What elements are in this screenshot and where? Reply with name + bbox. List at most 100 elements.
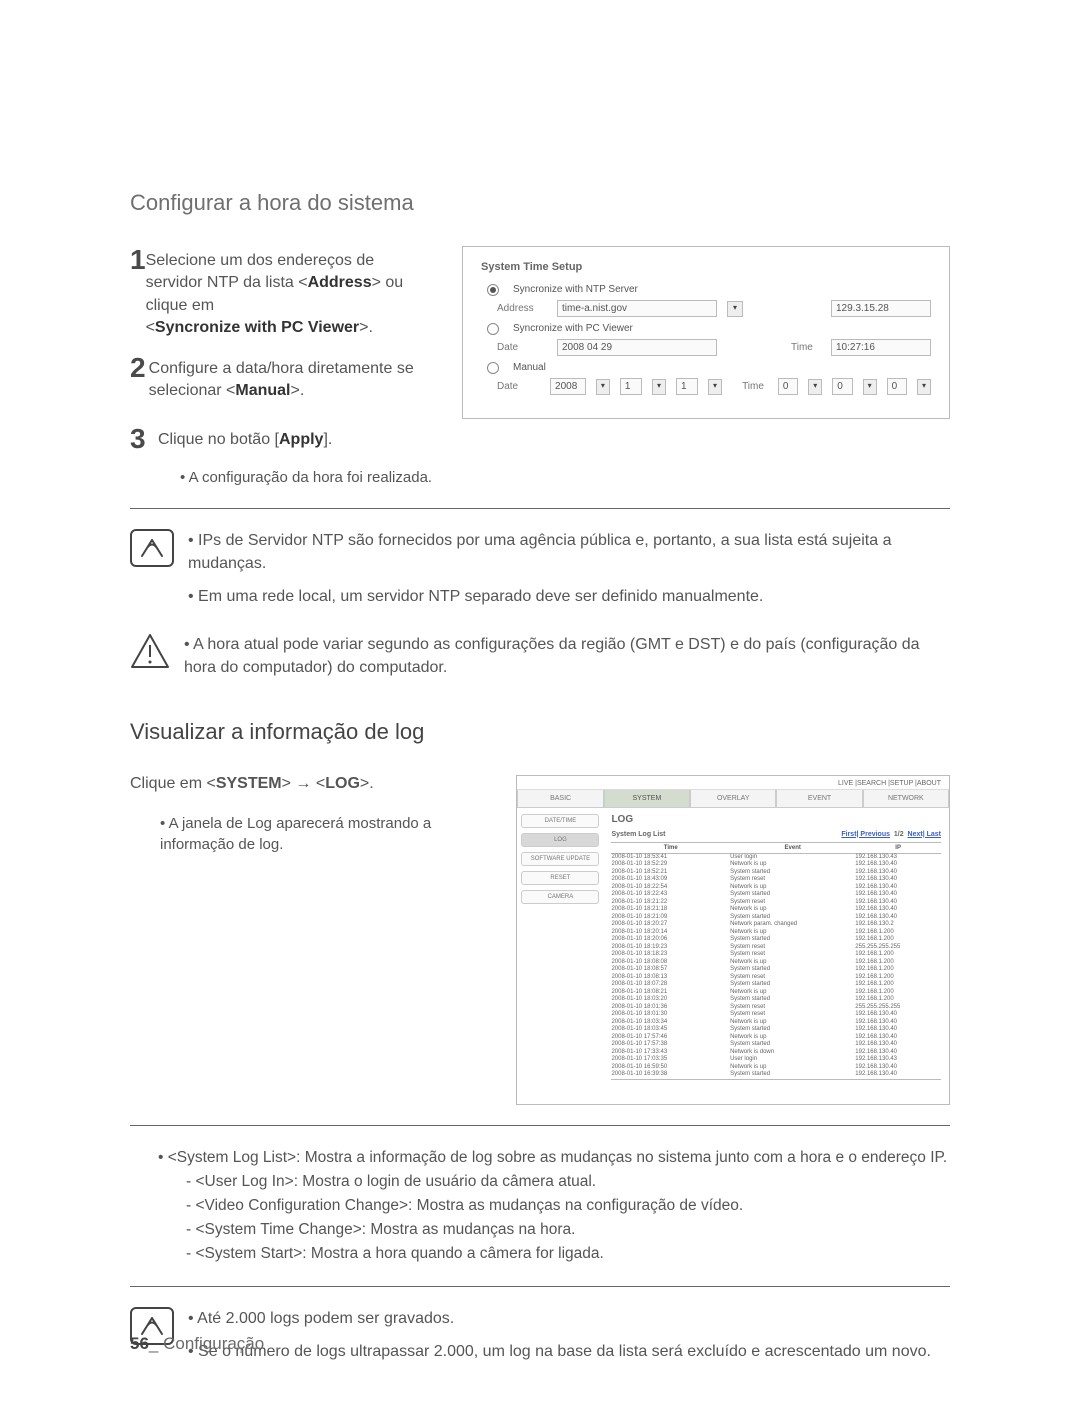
manual-year[interactable]: 2008 — [550, 378, 586, 395]
note-2-body: Até 2.000 logs podem ser gravados. Se o … — [188, 1307, 931, 1373]
log-row: 2008-01-10 17:33:43Network is down192.16… — [611, 1049, 941, 1057]
th-ip: IP — [855, 845, 941, 851]
log-row: 2008-01-10 18:22:54Network is up192.168.… — [611, 884, 941, 892]
log-row: 2008-01-10 18:03:20System started192.168… — [611, 996, 941, 1004]
log-table: Time Event IP 2008-01-10 18:53:41User lo… — [611, 842, 941, 1080]
section-title: Configurar a hora do sistema — [130, 190, 950, 216]
separator — [130, 508, 950, 509]
log-sidebar: DATE/TIME LOG SOFTWARE UPDATE RESET CAME… — [517, 808, 603, 1098]
separator — [130, 1125, 950, 1126]
log-row: 2008-01-10 18:03:34Network is up192.168.… — [611, 1019, 941, 1027]
note-icon — [130, 529, 174, 567]
log-bullet: A janela de Log aparecerá mostrando a in… — [160, 813, 486, 855]
step-1-text: Selecione um dos endereços de servidor N… — [146, 246, 432, 340]
log-row: 2008-01-10 18:22:43System started192.168… — [611, 891, 941, 899]
log-row: 2008-01-10 18:53:41User login192.168.130… — [611, 854, 941, 862]
separator — [130, 1286, 950, 1287]
log-tabs: BASIC SYSTEM OVERLAY EVENT NETWORK — [517, 790, 949, 808]
side-camera[interactable]: CAMERA — [521, 890, 599, 904]
side-datetime[interactable]: DATE/TIME — [521, 814, 599, 828]
step-3-bullet: A configuração da hora foi realizada. — [180, 467, 950, 488]
log-panel: LIVE |SEARCH |SETUP |ABOUT BASIC SYSTEM … — [516, 775, 950, 1105]
manual-label: Manual — [513, 362, 546, 373]
date-label: Date — [497, 342, 547, 353]
manual-m2[interactable]: 1 — [676, 378, 698, 395]
log-row: 2008-01-10 18:01:30System reset192.168.1… — [611, 1011, 941, 1019]
log-row: 2008-01-10 18:20:14Network is up192.168.… — [611, 929, 941, 937]
manual-time-label: Time — [742, 381, 768, 392]
side-sw-update[interactable]: SOFTWARE UPDATE — [521, 852, 599, 866]
time-setup-panel: System Time Setup Syncronize with NTP Se… — [462, 246, 950, 419]
log-row: 2008-01-10 18:01:36System reset255.255.2… — [611, 1004, 941, 1012]
log-row: 2008-01-10 18:08:21Network is up192.168.… — [611, 989, 941, 997]
tab-event[interactable]: EVENT — [776, 790, 862, 808]
log-row: 2008-01-10 18:52:21System started192.168… — [611, 869, 941, 877]
dd-icon[interactable]: ▾ — [596, 379, 610, 395]
panel-title: System Time Setup — [481, 261, 931, 273]
manual-t2[interactable]: 0 — [887, 378, 907, 395]
ntp-label: Syncronize with NTP Server — [513, 284, 638, 295]
address-ip: 129.3.15.28 — [831, 300, 931, 317]
log-path: Clique em <SYSTEM> → <LOG>. — [130, 775, 486, 793]
log-page: 1/2 — [894, 831, 904, 838]
manual-date-label: Date — [497, 381, 540, 392]
log-row: 2008-01-10 18:21:09System started192.168… — [611, 914, 941, 922]
log-row: 2008-01-10 16:59:50Network is up192.168.… — [611, 1064, 941, 1072]
log-row: 2008-01-10 18:08:57System started192.168… — [611, 966, 941, 974]
log-row: 2008-01-10 18:20:27Network param. change… — [611, 921, 941, 929]
log-row: 2008-01-10 18:21:18Network is up192.168.… — [611, 906, 941, 914]
log-row: 2008-01-10 17:03:35User login192.168.130… — [611, 1056, 941, 1064]
warning-icon — [130, 633, 170, 669]
log-heading: LOG — [611, 814, 941, 825]
step-number-2: 2 — [130, 354, 149, 403]
step-number-1: 1 — [130, 246, 146, 340]
dd-icon[interactable]: ▾ — [652, 379, 666, 395]
th-event: Event — [730, 845, 855, 851]
log-row: 2008-01-10 18:43:09System reset192.168.1… — [611, 876, 941, 884]
tab-overlay[interactable]: OVERLAY — [690, 790, 776, 808]
steps-container: 1 Selecione um dos endereços de servidor… — [130, 246, 950, 419]
manual-t1[interactable]: 0 — [832, 378, 852, 395]
definitions: <System Log List>: Mostra a informação d… — [130, 1146, 950, 1266]
log-subtitle: System Log List — [611, 831, 665, 838]
log-first-prev[interactable]: First| Previous — [841, 831, 890, 838]
note-body: IPs de Servidor NTP são fornecidos por u… — [188, 529, 950, 619]
manual-t0[interactable]: 0 — [778, 378, 798, 395]
radio-ntp[interactable] — [487, 284, 499, 296]
page-footer: 56_ Configuração — [130, 1334, 264, 1354]
address-dropdown-icon[interactable]: ▾ — [727, 301, 743, 317]
log-row: 2008-01-10 18:20:06System started192.168… — [611, 936, 941, 944]
time-label: Time — [791, 342, 821, 353]
log-row: 2008-01-10 18:03:45System started192.168… — [611, 1026, 941, 1034]
dd-icon[interactable]: ▾ — [863, 379, 877, 395]
log-row: 2008-01-10 18:52:29Network is up192.168.… — [611, 861, 941, 869]
dd-icon[interactable]: ▾ — [917, 379, 931, 395]
tab-network[interactable]: NETWORK — [863, 790, 949, 808]
side-reset[interactable]: RESET — [521, 871, 599, 885]
dd-icon[interactable]: ▾ — [808, 379, 822, 395]
log-row: 2008-01-10 18:18:23System reset192.168.1… — [611, 951, 941, 959]
log-row: 2008-01-10 18:19:23System reset255.255.2… — [611, 944, 941, 952]
tab-system[interactable]: SYSTEM — [604, 790, 690, 808]
radio-pc[interactable] — [487, 323, 499, 335]
address-field[interactable]: time-a.nist.gov — [557, 300, 717, 317]
side-log[interactable]: LOG — [521, 833, 599, 847]
log-row: 2008-01-10 16:39:38System started192.168… — [611, 1071, 941, 1079]
log-row: 2008-01-10 18:08:08Network is up192.168.… — [611, 959, 941, 967]
log-row: 2008-01-10 18:21:22System reset192.168.1… — [611, 899, 941, 907]
log-row: 2008-01-10 17:57:38System started192.168… — [611, 1041, 941, 1049]
step-3-text: Clique no botão [Apply]. — [158, 425, 332, 453]
radio-manual[interactable] — [487, 362, 499, 374]
step-number-3: 3 — [130, 425, 158, 453]
th-time: Time — [611, 845, 730, 851]
manual-m1[interactable]: 1 — [620, 378, 642, 395]
log-row: 2008-01-10 18:07:28System started192.168… — [611, 981, 941, 989]
log-next-last[interactable]: Next| Last — [908, 831, 941, 838]
log-row: 2008-01-10 18:08:13System reset192.168.1… — [611, 974, 941, 982]
warning-body: A hora atual pode variar segundo as conf… — [184, 633, 950, 689]
log-row: 2008-01-10 17:57:46Network is up192.168.… — [611, 1034, 941, 1042]
date-field: 2008 04 29 — [557, 339, 717, 356]
address-label: Address — [497, 303, 547, 314]
tab-basic[interactable]: BASIC — [517, 790, 603, 808]
dd-icon[interactable]: ▾ — [708, 379, 722, 395]
